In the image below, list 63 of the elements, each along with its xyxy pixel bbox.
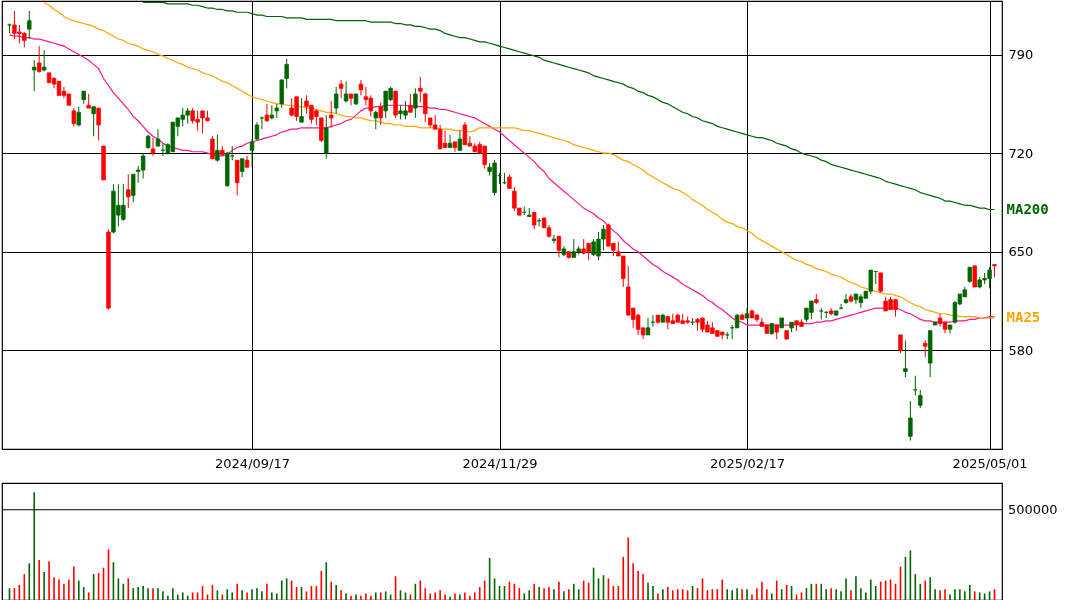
- text: 500000: [1008, 501, 1058, 517]
- candlestick: [843, 293, 849, 305]
- candlestick: [645, 317, 651, 336]
- candlestick: [215, 134, 220, 163]
- candlestick: [71, 107, 77, 127]
- series-label: MA200: [1006, 200, 1049, 217]
- candlestick: [329, 100, 334, 129]
- candlestick: [140, 152, 146, 180]
- candlestick: [234, 159, 240, 196]
- candlestick: [131, 173, 136, 203]
- line-series: [43, 1, 996, 319]
- candlestick: [878, 272, 883, 294]
- candlestick: [333, 86, 339, 115]
- candlestick: [96, 107, 101, 141]
- candlestick: [903, 340, 908, 378]
- candlestick: [462, 121, 468, 146]
- x-tick-label: 2024/09/17: [215, 455, 290, 471]
- candlestick: [838, 303, 844, 311]
- candlestick: [338, 79, 344, 99]
- candlestick: [239, 158, 245, 178]
- candlestick: [393, 90, 398, 119]
- candlestick: [299, 97, 304, 123]
- candlestick: [210, 135, 215, 160]
- candlestick: [556, 235, 562, 258]
- candlestick: [264, 103, 270, 123]
- candlestick: [972, 265, 977, 288]
- candlestick: [32, 59, 37, 92]
- x-tick-label: 2025/02/17: [710, 455, 785, 471]
- candlestick: [442, 130, 448, 149]
- candlestick: [423, 92, 428, 123]
- candlestick: [358, 79, 364, 96]
- candlestick: [279, 79, 284, 109]
- series-label: MA25: [1006, 308, 1041, 325]
- candlestick: [27, 10, 32, 40]
- candlestick: [155, 128, 161, 147]
- x-tick-label: 2025/05/01: [952, 455, 1028, 471]
- candlestick: [126, 173, 131, 209]
- y-tick-label: 650: [1008, 244, 1034, 260]
- candlestick: [447, 134, 453, 149]
- candlestick: [413, 87, 418, 119]
- candlestick: [418, 76, 423, 103]
- candlestick: [551, 234, 557, 244]
- candlestick: [408, 93, 413, 113]
- candlestick: [918, 389, 923, 409]
- y-tick-label: 580: [1008, 342, 1034, 358]
- candlestick: [36, 45, 42, 74]
- candlestick: [348, 93, 354, 106]
- candlestick: [908, 400, 913, 442]
- candlestick: [378, 101, 383, 126]
- x-tick-label: 2024/11/29: [462, 455, 538, 471]
- candlestick: [744, 307, 750, 320]
- y-tick-label: 720: [1008, 145, 1034, 161]
- line-series: [142, 1, 996, 211]
- candlestick: [249, 138, 255, 168]
- candlestick: [373, 110, 378, 130]
- candlestick: [284, 58, 289, 89]
- candlestick: [319, 117, 324, 143]
- candlestick: [91, 106, 96, 137]
- candlestick: [259, 116, 265, 130]
- candlestick: [898, 334, 903, 354]
- candlestick: [150, 137, 156, 157]
- candlestick: [457, 130, 463, 151]
- y-tick-label: 790: [1008, 47, 1034, 63]
